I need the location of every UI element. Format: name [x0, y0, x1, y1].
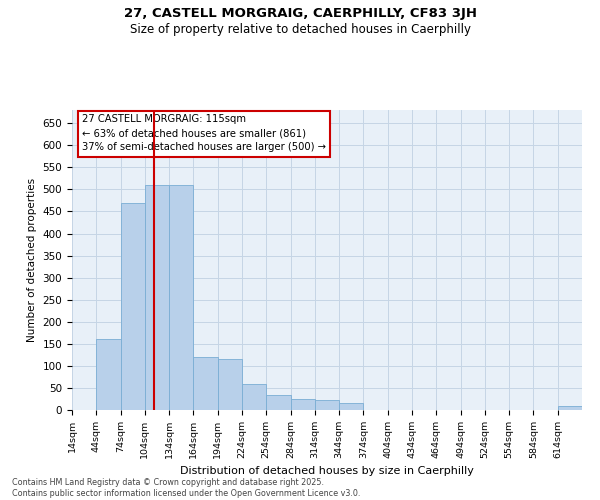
Bar	[558, 406, 582, 410]
Bar	[290, 399, 315, 410]
Bar	[218, 360, 242, 410]
Text: Size of property relative to detached houses in Caerphilly: Size of property relative to detached ho…	[130, 22, 470, 36]
Bar	[121, 202, 145, 410]
Text: 27 CASTELL MORGRAIG: 115sqm
← 63% of detached houses are smaller (861)
37% of se: 27 CASTELL MORGRAIG: 115sqm ← 63% of det…	[82, 114, 326, 152]
Text: 27, CASTELL MORGRAIG, CAERPHILLY, CF83 3JH: 27, CASTELL MORGRAIG, CAERPHILLY, CF83 3…	[124, 8, 476, 20]
Text: Contains HM Land Registry data © Crown copyright and database right 2025.
Contai: Contains HM Land Registry data © Crown c…	[12, 478, 361, 498]
Y-axis label: Number of detached properties: Number of detached properties	[27, 178, 37, 342]
Bar	[193, 357, 218, 410]
Bar	[96, 340, 121, 410]
Bar	[339, 404, 364, 410]
Bar	[315, 400, 339, 410]
Bar	[242, 384, 266, 410]
Bar	[169, 185, 193, 410]
Bar	[145, 185, 169, 410]
X-axis label: Distribution of detached houses by size in Caerphilly: Distribution of detached houses by size …	[180, 466, 474, 476]
Bar	[266, 394, 290, 410]
